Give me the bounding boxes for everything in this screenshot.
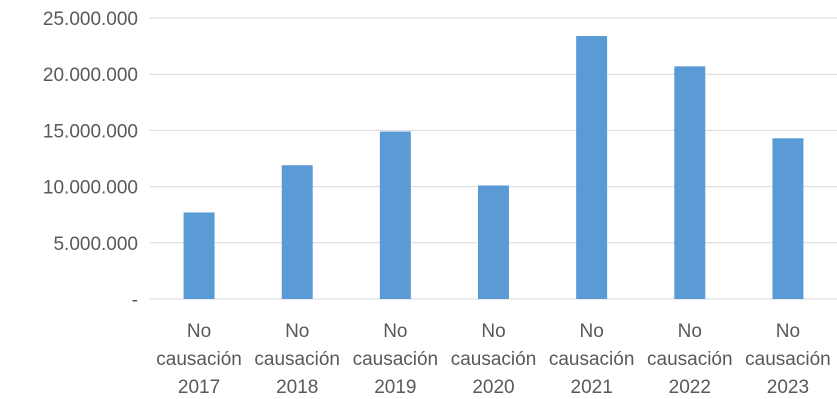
x-category-label-line: No bbox=[579, 321, 603, 342]
x-category-label-line: 2019 bbox=[374, 377, 416, 398]
bars bbox=[183, 35, 804, 299]
x-category-label-line: No bbox=[187, 321, 211, 342]
y-tick-label: 10.000.000 bbox=[43, 178, 138, 199]
x-category-label-line: causación bbox=[254, 349, 340, 370]
bar bbox=[281, 165, 313, 299]
x-category-label-line: 2018 bbox=[276, 377, 318, 398]
x-category-label-line: causación bbox=[451, 349, 537, 370]
x-category-label: No causación 2021 bbox=[549, 321, 635, 398]
bar bbox=[674, 66, 706, 299]
x-category-label-line: causación bbox=[745, 349, 831, 370]
y-tick-label: - bbox=[132, 290, 138, 311]
y-tick-label: 15.000.000 bbox=[43, 121, 138, 142]
y-tick-label: 5.000.000 bbox=[53, 234, 138, 255]
x-category-label-line: causación bbox=[549, 349, 635, 370]
x-category-label-line: causación bbox=[156, 349, 242, 370]
y-axis-tick-labels: - 5.000.000 10.000.000 15.000.000 20.000.000… bbox=[43, 9, 138, 311]
x-category-label: No causación 2020 bbox=[451, 321, 537, 398]
x-category-label-line: No bbox=[285, 321, 309, 342]
x-category-label: No causación 2019 bbox=[353, 321, 439, 398]
x-category-label-line: No bbox=[678, 321, 702, 342]
x-category-label-line: causación bbox=[353, 349, 439, 370]
x-category-label-line: 2017 bbox=[178, 377, 220, 398]
x-axis-category-labels: No causación 2017 No causación 2018 No causació… bbox=[156, 321, 830, 398]
x-category-label-line: No bbox=[776, 321, 800, 342]
x-category-label-line: No bbox=[481, 321, 505, 342]
x-category-label-line: causación bbox=[647, 349, 733, 370]
bar bbox=[379, 131, 411, 299]
bar bbox=[183, 212, 215, 299]
x-category-label-line: 2023 bbox=[767, 377, 809, 398]
x-category-label: No causación 2023 bbox=[745, 321, 831, 398]
y-tick-label: 25.000.000 bbox=[43, 9, 138, 30]
x-category-label-line: No bbox=[383, 321, 407, 342]
x-category-label-line: 2021 bbox=[571, 377, 613, 398]
x-category-label: No causación 2022 bbox=[647, 321, 733, 398]
x-category-label: No causación 2017 bbox=[156, 321, 242, 398]
y-tick-label: 20.000.000 bbox=[43, 65, 138, 86]
x-category-label-line: 2022 bbox=[669, 377, 711, 398]
x-category-label: No causación 2018 bbox=[254, 321, 340, 398]
bar bbox=[772, 138, 804, 299]
bar bbox=[478, 185, 509, 299]
bar bbox=[576, 35, 608, 299]
x-category-label-line: 2020 bbox=[472, 377, 514, 398]
